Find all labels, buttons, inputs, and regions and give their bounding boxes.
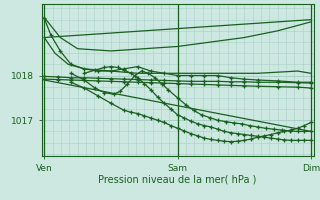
X-axis label: Pression niveau de la mer( hPa ): Pression niveau de la mer( hPa ) [99,174,257,184]
